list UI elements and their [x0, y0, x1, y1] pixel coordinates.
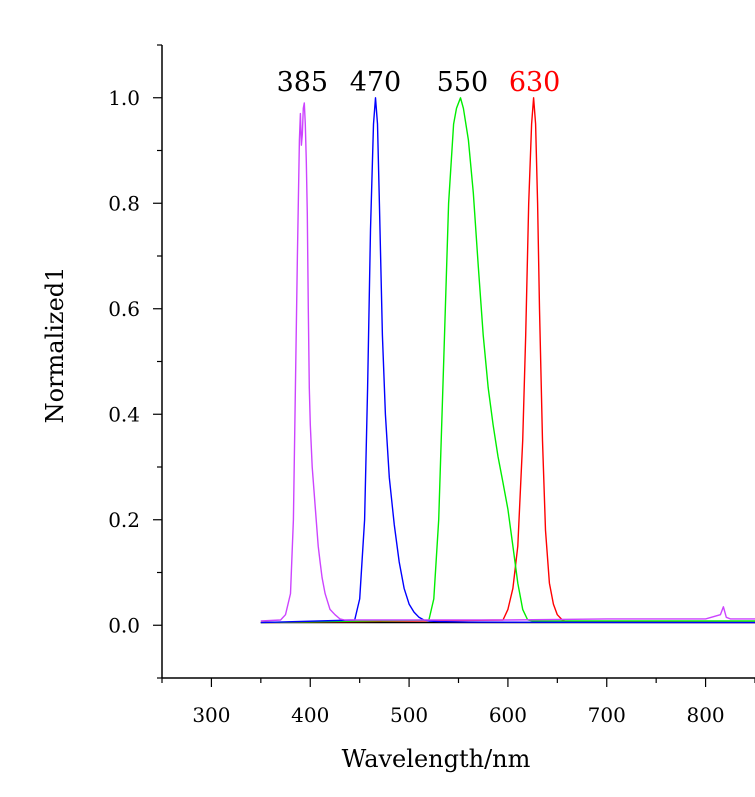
y-tick-label: 0.8	[108, 191, 140, 215]
series-line-4	[260, 102, 755, 622]
axes: 300 400 500 600 700 800 0.0 0.2 0.4 0.6 0.8 1.0	[108, 44, 755, 727]
y-tick-label: 1.0	[108, 86, 140, 110]
peak-label: 550	[437, 67, 489, 98]
y-axis-label: Normalized1	[41, 267, 69, 424]
y-tick-label: 0.0	[108, 613, 140, 637]
annotation-layer: 385 470 550 630	[277, 67, 561, 98]
x-tick-label: 700	[588, 703, 626, 727]
series-layer	[260, 97, 755, 624]
x-tick-label: 300	[192, 703, 230, 727]
x-tick-label: 400	[291, 703, 329, 727]
y-tick-label: 0.6	[108, 297, 140, 321]
series-line-2	[260, 97, 755, 624]
peak-label: 630	[509, 67, 561, 98]
x-tick-label: 600	[489, 703, 527, 727]
x-tick-label: 500	[390, 703, 428, 727]
x-tick-label: 800	[686, 703, 724, 727]
series-line-1	[260, 97, 755, 624]
y-tick-label: 0.4	[108, 402, 140, 426]
x-axis-label: Wavelength/nm	[342, 745, 531, 773]
y-tick-label: 0.2	[108, 508, 140, 532]
peak-label: 385	[277, 67, 329, 98]
peak-label: 470	[350, 67, 402, 98]
series-line-3	[260, 97, 755, 624]
